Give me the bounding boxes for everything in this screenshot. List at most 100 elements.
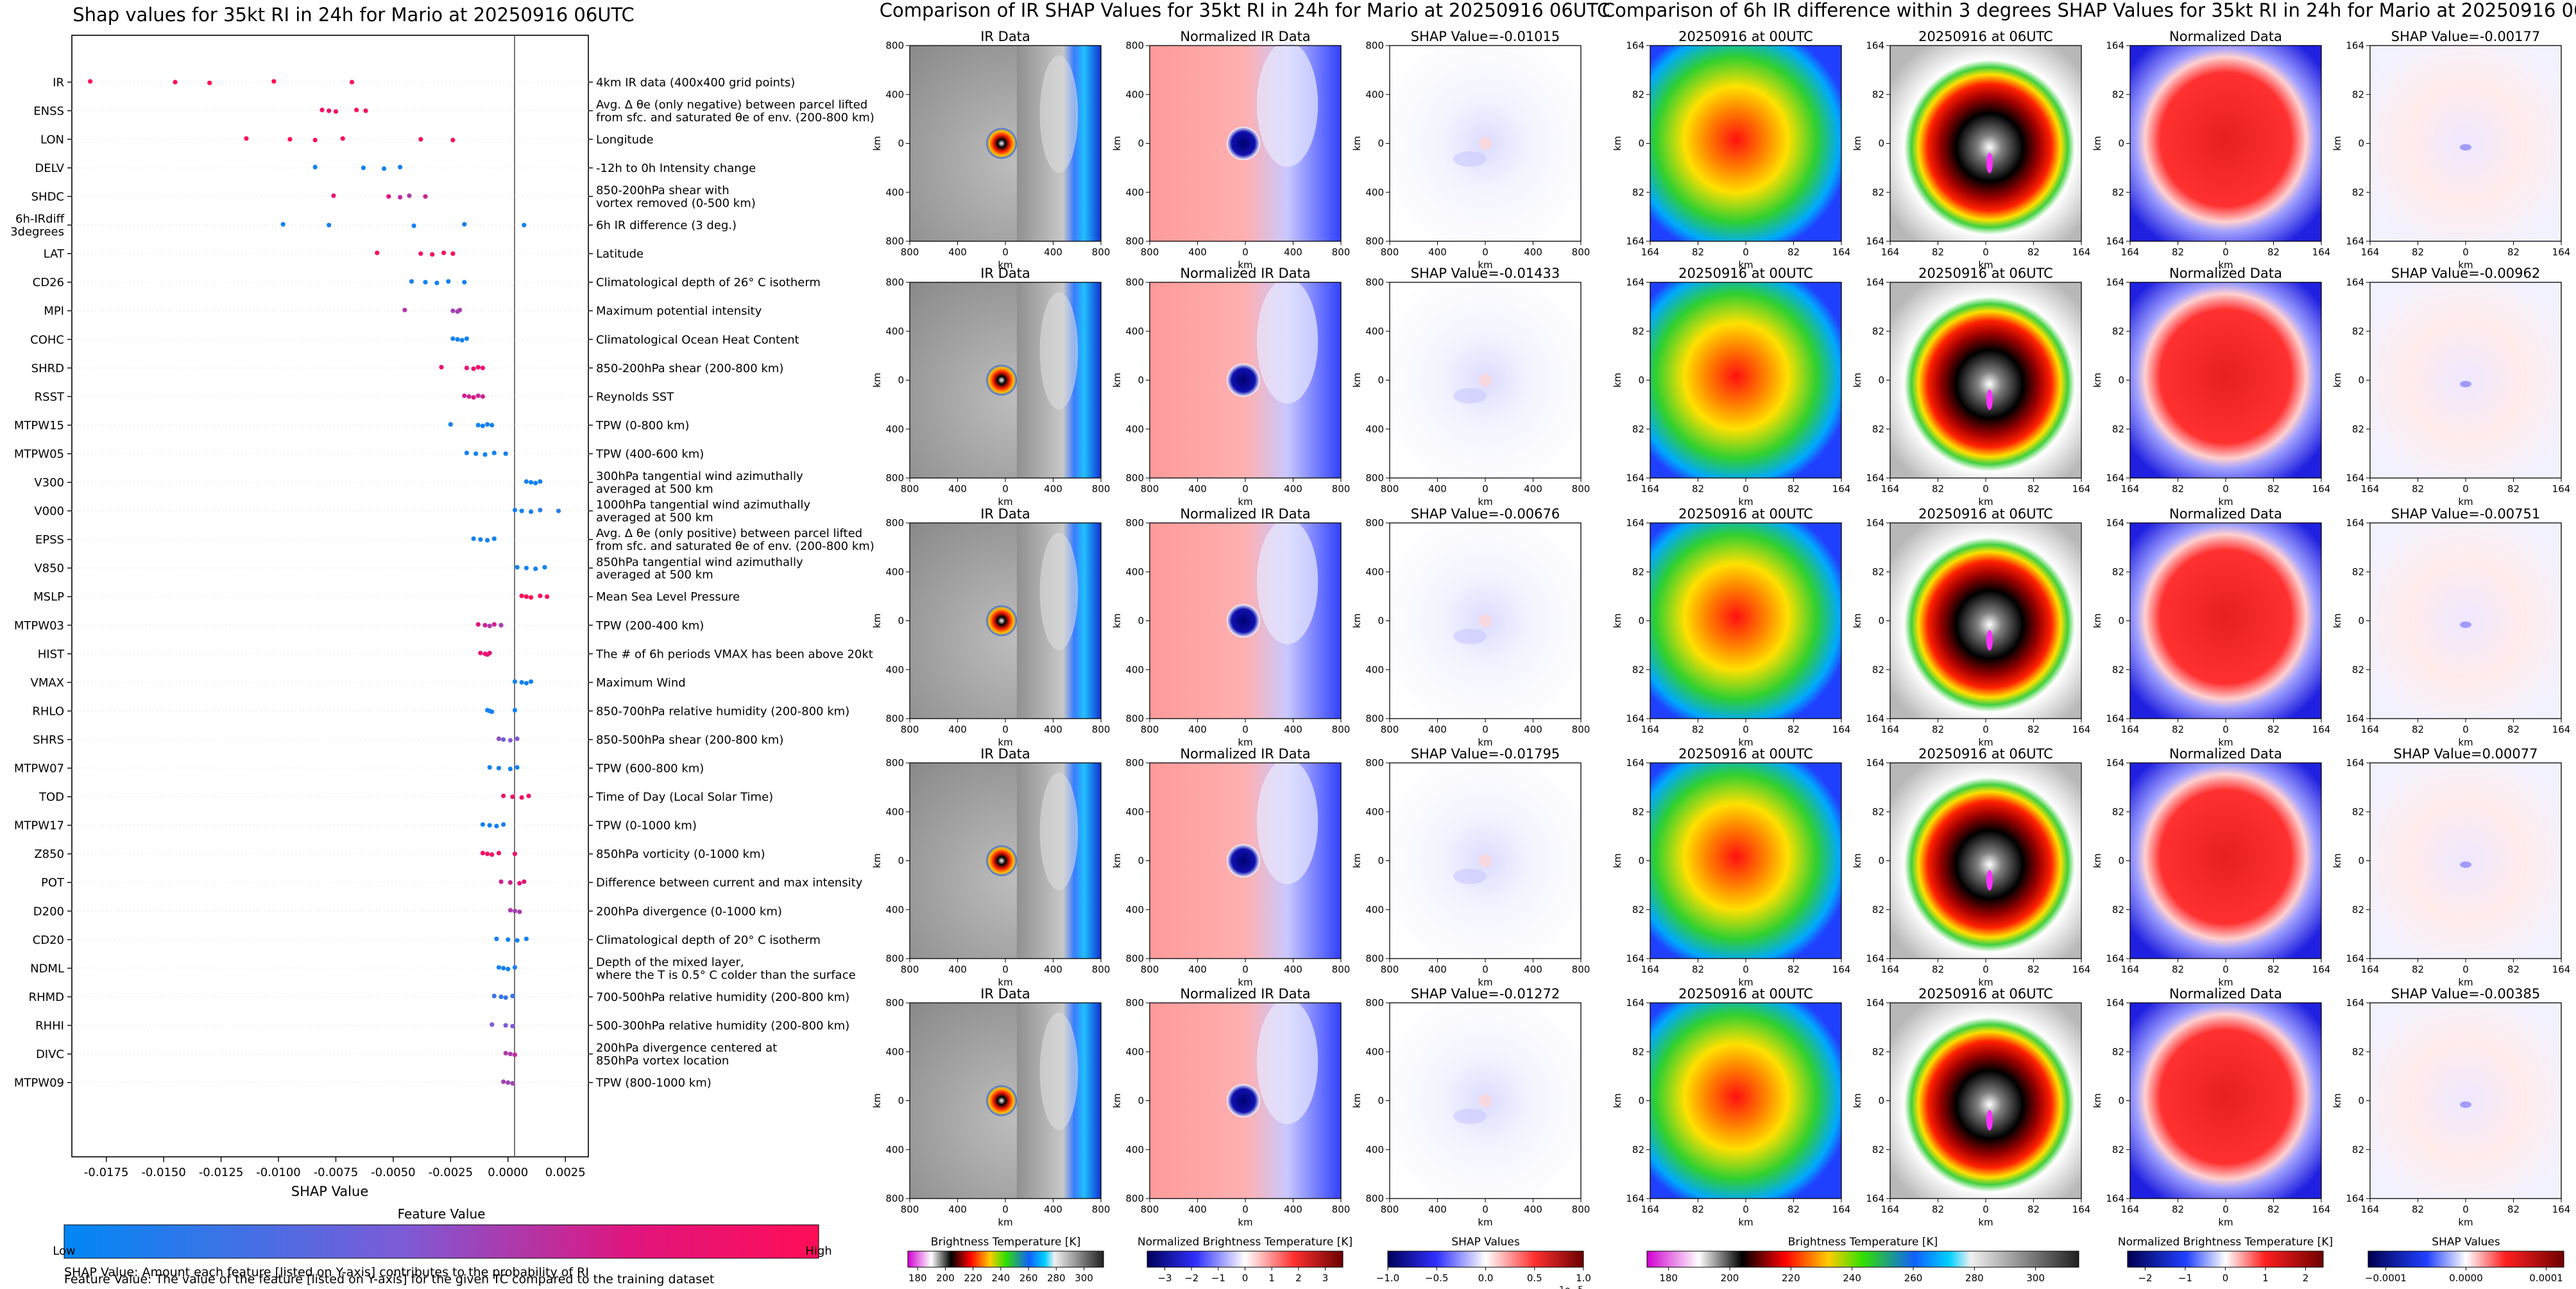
panel-y-tick-label: 0 xyxy=(1638,615,1644,627)
diff-shap-panel: SHAP Value=-0.00385164164828200828216416… xyxy=(2332,986,2570,1228)
panel-x-tick-label: 400 xyxy=(1044,483,1062,495)
shap-point xyxy=(464,450,470,456)
shap-point xyxy=(491,993,497,998)
panel-y-tick-label: 800 xyxy=(885,953,904,964)
panel-y-tick-label: 800 xyxy=(1125,953,1144,964)
feature-description: Mean Sea Level Pressure xyxy=(596,590,740,604)
panel-y-label: km xyxy=(871,853,883,868)
shap-point xyxy=(471,366,476,371)
shap-point xyxy=(512,679,518,684)
panel-y-tick-label: 400 xyxy=(1365,1046,1384,1057)
panel-title: Normalized IR Data xyxy=(1180,746,1310,762)
panel-x-label: km xyxy=(1478,1216,1492,1228)
panel-x-tick-label: 82 xyxy=(2027,483,2040,495)
colorbar-label: Feature Value xyxy=(398,1206,486,1222)
feature-name: 6h-IRdiff 3degrees xyxy=(10,212,65,239)
feature-row-6h-irdiff: 6h-IRdiff 3degrees 6h IR difference (3 deg… xyxy=(10,212,737,239)
colorbar-tick-label: 220 xyxy=(1782,1272,1800,1284)
shap-point xyxy=(496,965,502,970)
panel-x-tick-label: 400 xyxy=(948,1204,967,1215)
panel-x-label: km xyxy=(998,977,1012,988)
panel-x-label: km xyxy=(998,1216,1012,1228)
colorbar-tick-label: 1 xyxy=(2262,1272,2269,1284)
shap-point xyxy=(490,423,495,428)
panel-x-tick-label: 0 xyxy=(1242,724,1249,735)
panel-y-tick-label: 82 xyxy=(1872,566,1884,577)
shap-point xyxy=(508,908,513,913)
shap-point xyxy=(382,166,387,171)
panel-x-tick-label: 0 xyxy=(1743,964,1749,975)
shap-point xyxy=(496,851,502,856)
feature-description: Climatological depth of 20° C isotherm xyxy=(596,934,821,947)
ir-06utc-panel: 20250916 at 06UTC1641648282008282164164k… xyxy=(1852,29,2090,271)
feature-name: SHRS xyxy=(33,733,64,747)
colorbar-tick-label: 300 xyxy=(2026,1272,2045,1284)
feature-row-lon: LON Longitude xyxy=(40,133,654,146)
panel-y-tick-label: 400 xyxy=(1125,1046,1144,1057)
panel-x-tick-label: 82 xyxy=(2267,1204,2280,1215)
feature-name: IR xyxy=(53,76,64,89)
normalized-ir-panel: Normalized IR Data8008004004000040040080… xyxy=(1111,506,1350,748)
feature-description: Latitude xyxy=(596,248,644,261)
shap-point xyxy=(517,909,522,914)
colorbar: Normalized Brightness Temperature [K] −2 −… xyxy=(2118,1236,2333,1284)
feature-name: MTPW07 xyxy=(14,762,64,776)
panel-x-label: km xyxy=(1738,977,1753,988)
shap-point xyxy=(508,880,513,885)
feature-description: 850hPa tangential wind azimuthally averag… xyxy=(596,556,803,582)
panel-y-tick-label: 82 xyxy=(1632,187,1644,198)
colorbar-exponent: 1e−5 xyxy=(1559,1285,1583,1289)
panel-y-tick-label: 800 xyxy=(885,997,904,1009)
panel-x-tick-label: 0 xyxy=(1743,1204,1749,1215)
panel-x-tick-label: 82 xyxy=(2507,1204,2520,1215)
panel-y-label: km xyxy=(871,1093,883,1108)
panel-y-tick-label: 164 xyxy=(1866,235,1884,247)
panel-x-tick-label: 0 xyxy=(2462,1204,2469,1215)
shap-point xyxy=(515,565,520,570)
panel-y-tick-label: 400 xyxy=(1365,1144,1384,1156)
shap-point xyxy=(503,451,508,456)
panel-y-tick-label: 164 xyxy=(1866,517,1884,529)
ir-shap-panel: SHAP Value=-0.01795800800400400004004008… xyxy=(1351,746,1590,988)
panel-y-label: km xyxy=(1612,136,1623,151)
panel-x-tick-label: 400 xyxy=(948,246,967,258)
shap-point xyxy=(508,766,513,771)
shap-point xyxy=(450,308,456,313)
panel-y-tick-label: 800 xyxy=(1365,953,1384,964)
panel-title: SHAP Value=-0.00385 xyxy=(2391,986,2541,1002)
feature-row-mpi: MPI Maximum potential intensity xyxy=(44,305,762,318)
panel-x-tick-label: 82 xyxy=(1692,724,1704,735)
panel-y-tick-label: 400 xyxy=(885,806,904,817)
shap-point xyxy=(515,938,520,943)
panel-x-tick-label: 0 xyxy=(1743,483,1749,495)
shap-point xyxy=(448,422,453,427)
colorbar: SHAP Values −1.0 −0.5 0.0 0.5 1.01e−5 xyxy=(1376,1236,1591,1289)
panel-y-tick-label: 400 xyxy=(1125,664,1144,676)
colorbar-tick-label: 180 xyxy=(1659,1272,1678,1284)
feature-description: 850-200hPa shear with vortex removed (0-5… xyxy=(596,184,756,210)
panel-y-label: km xyxy=(1111,136,1123,151)
panel-y-label: km xyxy=(2332,373,2343,388)
panel-x-tick-label: 164 xyxy=(2312,724,2331,735)
feature-name: Z850 xyxy=(34,848,64,861)
panel-x-tick-label: 164 xyxy=(2072,724,2091,735)
panel-title: 20250916 at 06UTC xyxy=(1918,986,2053,1002)
feature-name: CD20 xyxy=(33,934,64,947)
panel-y-label: km xyxy=(1111,1093,1123,1108)
normalized-diff-panel: Normalized Data1641648282008282164164kmk… xyxy=(2092,746,2330,988)
panel-y-tick-label: 164 xyxy=(1626,40,1644,51)
panel-x-tick-label: 164 xyxy=(2361,246,2380,258)
panel-x-tick-label: 82 xyxy=(2172,964,2184,975)
shap-point xyxy=(501,737,506,742)
feature-description: Climatological Ocean Heat Content xyxy=(596,333,799,346)
ir-00utc-panel: 20250916 at 00UTC1641648282008282164164k… xyxy=(1612,746,1850,988)
panel-y-tick-label: 82 xyxy=(2352,566,2364,577)
feature-row-tod: TOD Time of Day (Local Solar Time) xyxy=(38,790,773,804)
shap-point xyxy=(475,393,481,398)
panel-x-tick-label: 400 xyxy=(1284,483,1302,495)
panel-y-tick-label: 82 xyxy=(2352,187,2364,198)
panel-x-tick-label: 82 xyxy=(2172,483,2184,495)
panel-x-tick-label: 0 xyxy=(2462,483,2469,495)
shap-point xyxy=(473,451,479,456)
feature-name: V850 xyxy=(34,562,64,576)
